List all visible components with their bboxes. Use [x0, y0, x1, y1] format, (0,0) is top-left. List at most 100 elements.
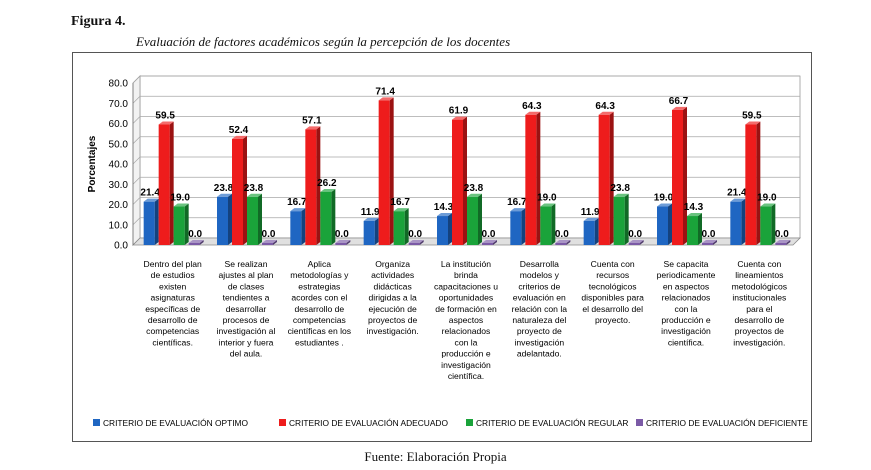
bar-side: [786, 240, 791, 245]
gridline: [132, 75, 800, 84]
bar: [232, 138, 243, 245]
x-tick-label: Organiza actividades didácticas dirigidas a…: [367, 259, 419, 336]
bar-top: [247, 193, 262, 197]
bar-top: [775, 240, 791, 243]
bar: [217, 196, 228, 245]
bar-side: [301, 208, 306, 245]
bar: [467, 196, 478, 245]
bar-top: [363, 217, 379, 221]
bar-top: [188, 240, 204, 243]
gridline: [132, 116, 800, 124]
bar: [730, 201, 742, 245]
bar: [393, 211, 405, 245]
data-label: 14.3: [434, 202, 454, 213]
bar: [437, 216, 448, 245]
data-label: 16.7: [507, 197, 527, 208]
data-label: 64.3: [595, 101, 615, 112]
data-label: 0.0: [555, 229, 569, 240]
gridline: [132, 136, 800, 144]
bar-top: [583, 217, 599, 221]
data-label: 14.3: [684, 202, 704, 213]
bar-top: [335, 240, 351, 243]
bar-top: [540, 203, 556, 207]
x-tick-label: Cuenta con lineamientos metodológicos insti…: [732, 259, 787, 347]
bar-top: [143, 198, 159, 202]
data-label: 66.7: [669, 96, 689, 107]
bar-side: [741, 198, 746, 245]
bar-side: [258, 193, 262, 245]
data-label: 71.4: [375, 86, 395, 97]
bar-top: [555, 240, 571, 243]
bar-top: [760, 203, 776, 207]
bar-side: [154, 198, 159, 245]
data-label: 23.8: [464, 183, 484, 194]
y-tick-label: 80.0: [109, 79, 129, 90]
data-label: 0.0: [628, 229, 642, 240]
data-label: 23.8: [610, 183, 630, 194]
bar: [378, 100, 390, 245]
bar: [173, 206, 185, 245]
data-label: 0.0: [188, 229, 202, 240]
gridline: [132, 156, 800, 165]
bar-side: [756, 121, 761, 245]
legend-label: CRITERIO DE EVALUACIÓN DEFICIENTE: [646, 418, 808, 428]
data-label: 23.8: [214, 183, 234, 194]
gridline: [132, 197, 800, 205]
data-label: 11.9: [361, 207, 380, 218]
bar-side: [478, 193, 482, 245]
figure-label: Figura 4.: [71, 14, 126, 29]
data-label: 64.3: [522, 101, 542, 112]
bar-side: [639, 240, 644, 245]
bar-top: [613, 193, 629, 197]
data-label: 0.0: [775, 229, 789, 240]
bar: [408, 243, 420, 245]
bar-top: [628, 240, 644, 243]
bar-side: [404, 208, 409, 245]
figure-title: Evaluación de factores académicos según …: [136, 34, 511, 49]
bar-side: [493, 240, 497, 245]
bar-side: [228, 193, 232, 245]
bar-side: [184, 203, 189, 245]
bar: [335, 243, 347, 245]
data-label: 26.2: [317, 178, 337, 189]
data-label: 0.0: [335, 229, 349, 240]
bar-top: [378, 97, 394, 101]
data-label: 16.7: [390, 197, 410, 208]
bar-side: [273, 240, 277, 245]
bar-side: [521, 208, 526, 245]
gridline: [132, 217, 800, 225]
bar-top: [467, 193, 482, 197]
data-label: 52.4: [229, 125, 249, 136]
data-label: 61.9: [449, 106, 469, 117]
bar-side: [551, 203, 556, 245]
bar: [510, 211, 522, 245]
bar: [525, 114, 537, 245]
bar-top: [408, 240, 424, 243]
bar-top: [510, 208, 526, 212]
bar-side: [331, 188, 336, 245]
chart-frame: 0.0 10.0 20.0 30.0 40.0 50.0 60.0 70.0 80.0 Porce…: [72, 52, 812, 442]
legend-swatch: [279, 419, 286, 426]
bar-top: [305, 126, 321, 130]
bar-top: [482, 240, 497, 243]
bar-top: [672, 106, 687, 110]
bar: [760, 206, 772, 245]
bar: [363, 220, 375, 245]
bar-side: [346, 240, 351, 245]
bar-side: [594, 217, 599, 245]
source-caption: Fuente: Elaboración Propia: [364, 449, 507, 464]
bar-top: [702, 240, 717, 243]
x-tick-label: Desarrolla modelos y criterios de evaluació…: [512, 259, 568, 359]
bar-side: [624, 193, 629, 245]
bar: [482, 243, 493, 245]
bar-side: [698, 213, 702, 245]
data-label: 21.4: [727, 188, 747, 199]
data-label: 11.9: [581, 207, 600, 218]
data-label: 19.0: [170, 193, 190, 204]
bar-side: [536, 111, 541, 245]
bar-side: [169, 121, 174, 245]
bar-side: [419, 240, 424, 245]
bar: [188, 243, 200, 245]
data-label: 19.0: [654, 193, 674, 204]
bar: [613, 196, 625, 245]
